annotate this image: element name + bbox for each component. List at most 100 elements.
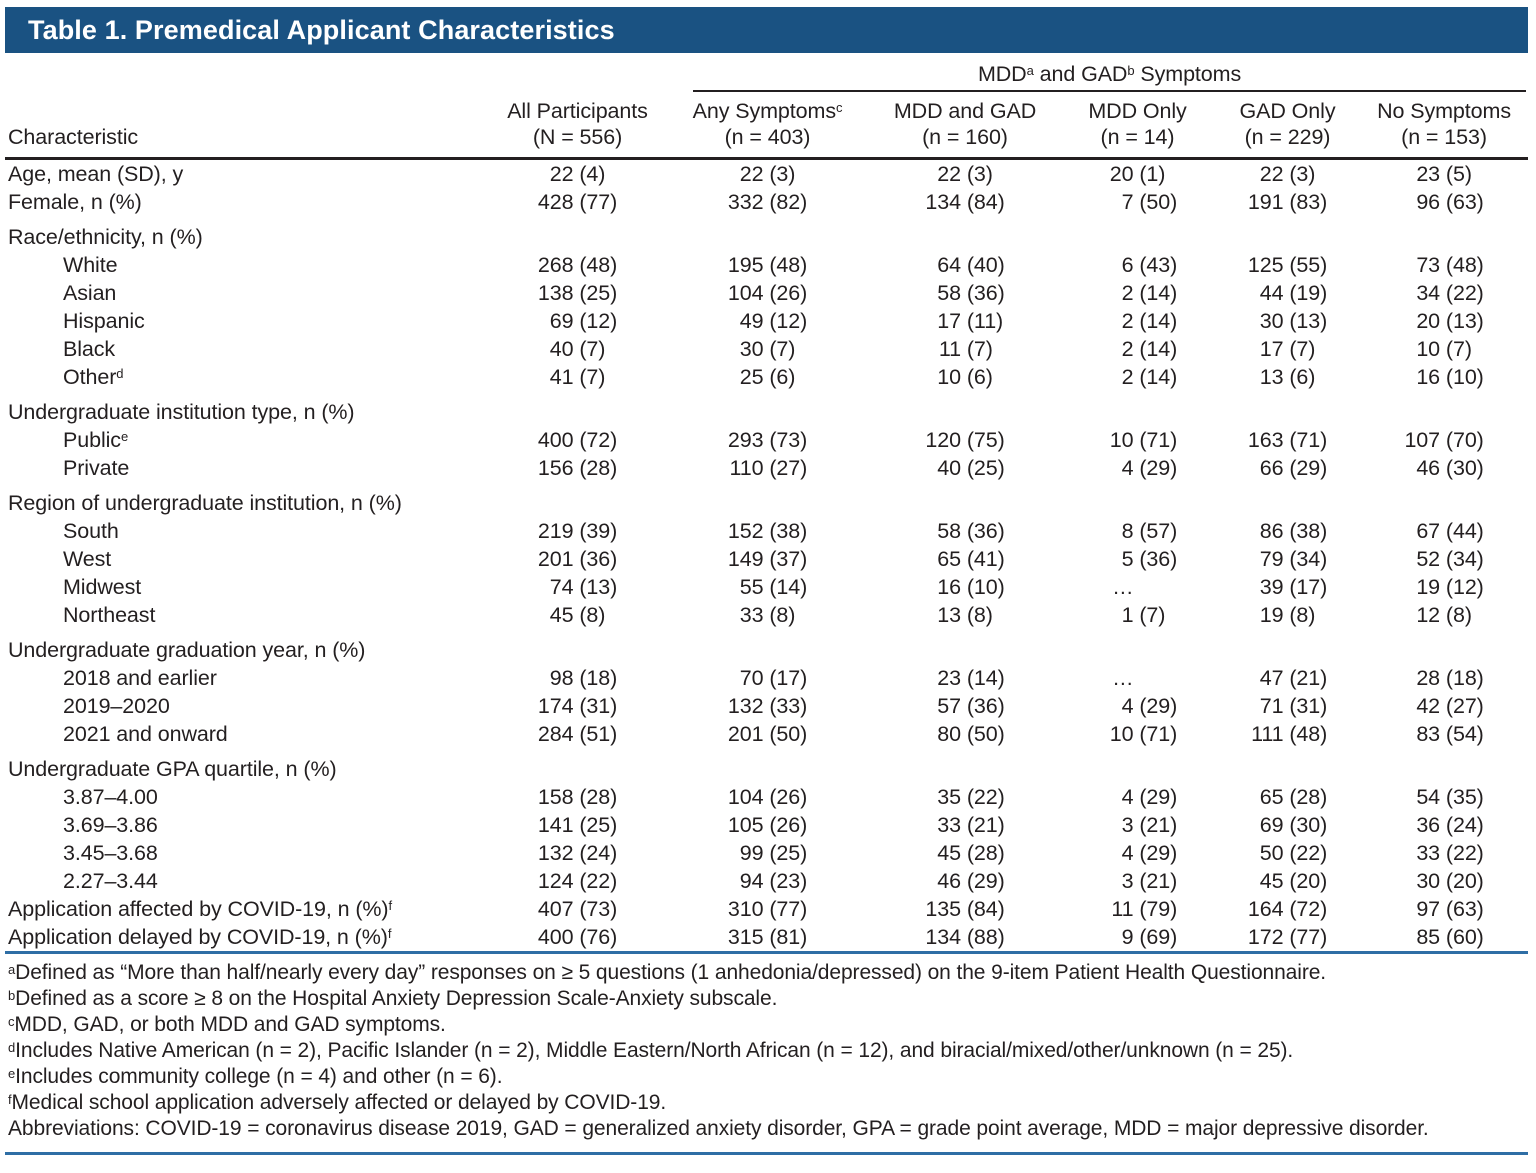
cell-value: 50 (22) (1259, 841, 1328, 865)
cell-value: 96 (63) (1416, 190, 1484, 214)
cell-value: 125 (55) (1247, 253, 1328, 277)
cell-value: 99 (25) (739, 841, 808, 865)
cell-value: 17 (7) (1259, 337, 1316, 361)
cell-value: 8 (57) (1121, 519, 1178, 543)
cell-value (1360, 216, 1528, 251)
cell-value: 54 (35) (1416, 785, 1484, 809)
row-label-text: Race/ethnicity, n (%) (8, 225, 203, 249)
row-label: Otherd (5, 363, 490, 391)
column-header-text: Characteristic (8, 125, 139, 149)
column-header-any-symptoms: Any Symptomsc (n = 403) (665, 92, 870, 160)
cell-value: 174 (31) (537, 694, 618, 718)
footnote-text: Includes Native American (n = 2), Pacifi… (15, 1039, 1294, 1062)
row-label: Hispanic (5, 307, 490, 335)
cell-value: 33 (21) (937, 813, 1005, 837)
table-row: South 219 (39) 152 (38) 58 (36) 8 (57) 86 (38… (5, 517, 1528, 545)
footnote-marker: a (1026, 63, 1034, 78)
cell-value (870, 748, 1060, 783)
cell-value: 163 (71) (1247, 428, 1328, 452)
cell-value: 219 (39) (537, 519, 618, 543)
cell-value: 83 (54) (1416, 722, 1484, 746)
cell-value: 158 (28) (537, 785, 618, 809)
cell-value: … (1112, 666, 1134, 690)
row-label-text: Other (63, 365, 117, 389)
cell-value (1060, 482, 1215, 517)
spacer (5, 53, 1528, 61)
cell-value: 4 (29) (1121, 785, 1178, 809)
row-label: Race/ethnicity, n (%) (5, 216, 490, 251)
table-row: 2.27–3.44 124 (22) 94 (23) 46 (29) 3 (21) 45 … (5, 867, 1528, 895)
footnote-line: aDefined as “More than half/nearly every… (8, 960, 1528, 986)
row-label-text: White (63, 253, 118, 277)
cell-value: 67 (44) (1416, 519, 1484, 543)
footnote-line: bDefined as a score ≥ 8 on the Hospital … (8, 986, 1528, 1012)
column-header-mdd-only: MDD Only (n = 14) (1060, 92, 1215, 160)
cell-value (1215, 482, 1360, 517)
cell-value: 30 (20) (1416, 869, 1484, 893)
cell-value: 73 (48) (1416, 253, 1484, 277)
cell-value: 98 (18) (549, 666, 618, 690)
row-label-text: Application delayed by COVID-19, n (%) (8, 925, 388, 949)
cell-value: 172 (77) (1247, 925, 1328, 949)
cell-value: 11 (7) (938, 337, 993, 361)
cell-value (1215, 216, 1360, 251)
row-label: 2019–2020 (5, 692, 490, 720)
cell-value: 69 (30) (1259, 813, 1328, 837)
column-header-mdd-and-gad: MDD and GAD (n = 160) (870, 92, 1060, 160)
cell-value: 23 (5) (1416, 162, 1472, 186)
cell-value: 191 (83) (1247, 190, 1328, 214)
footnote-line: eIncludes community college (n = 4) and … (8, 1064, 1528, 1090)
table-row: Female, n (%) 428 (77) 332 (82) 134 (84) 7 (… (5, 188, 1528, 216)
column-header-gad-only: GAD Only (n = 229) (1215, 92, 1360, 160)
footnote-text: Defined as “More than half/nearly every … (15, 961, 1327, 984)
cell-value: 195 (48) (727, 253, 808, 277)
spanner-text: Symptoms (1134, 62, 1242, 86)
column-header-text: GAD Only (1239, 99, 1336, 123)
group-header-row: Race/ethnicity, n (%) (5, 216, 1528, 251)
cell-value: 19 (12) (1416, 575, 1484, 599)
footnote-marker: e (8, 1066, 16, 1081)
group-header-row: Undergraduate GPA quartile, n (%) (5, 748, 1528, 783)
footnote-line: dIncludes Native American (n = 2), Pacif… (8, 1038, 1528, 1064)
column-header-text: No Symptoms (1377, 99, 1511, 123)
cell-value: 284 (51) (537, 722, 618, 746)
cell-value: 33 (8) (739, 603, 796, 627)
cell-value: 104 (26) (727, 785, 808, 809)
footnote-marker: b (8, 988, 16, 1003)
cell-value: 134 (88) (925, 925, 1005, 949)
divider-top-of-footnotes (5, 951, 1528, 954)
cell-value: 164 (72) (1247, 897, 1328, 921)
cell-value (1215, 748, 1360, 783)
row-label-text: Asian (63, 281, 117, 305)
row-label-text: Age, mean (SD), y (8, 162, 184, 186)
cell-value: 135 (84) (925, 897, 1005, 921)
cell-value: 79 (34) (1259, 547, 1328, 571)
footnote-line: cMDD, GAD, or both MDD and GAD symptoms. (8, 1012, 1528, 1038)
row-label: 2021 and onward (5, 720, 490, 748)
cell-value: 86 (38) (1259, 519, 1328, 543)
table-title-bar: Table 1. Premedical Applicant Characteri… (5, 7, 1528, 53)
row-label: Asian (5, 279, 490, 307)
row-label: Undergraduate graduation year, n (%) (5, 629, 490, 664)
cell-value: 107 (70) (1404, 428, 1484, 452)
cell-value: 201 (36) (537, 547, 618, 571)
cell-value: 70 (17) (739, 666, 808, 690)
column-header-text: MDD Only (1088, 99, 1187, 123)
footnote-text: Includes community college (n = 4) and o… (15, 1065, 503, 1088)
column-header-n: (n = 14) (1100, 125, 1175, 149)
cell-value: 4 (29) (1121, 456, 1178, 480)
column-header-text: All Participants (507, 99, 648, 123)
row-label: 3.69–3.86 (5, 811, 490, 839)
row-label: Midwest (5, 573, 490, 601)
row-label-text: 3.45–3.68 (63, 841, 158, 865)
spanner-text: MDD (977, 62, 1027, 86)
cell-value: 132 (33) (727, 694, 808, 718)
table-title: Table 1. Premedical Applicant Characteri… (28, 14, 615, 45)
row-label: Female, n (%) (5, 188, 490, 216)
cell-value: 10 (6) (937, 365, 993, 389)
cell-value: 105 (26) (727, 813, 808, 837)
row-label: 2.27–3.44 (5, 867, 490, 895)
cell-value: 39 (17) (1259, 575, 1328, 599)
cell-value: … (1112, 575, 1134, 599)
cell-value: 74 (13) (549, 575, 618, 599)
